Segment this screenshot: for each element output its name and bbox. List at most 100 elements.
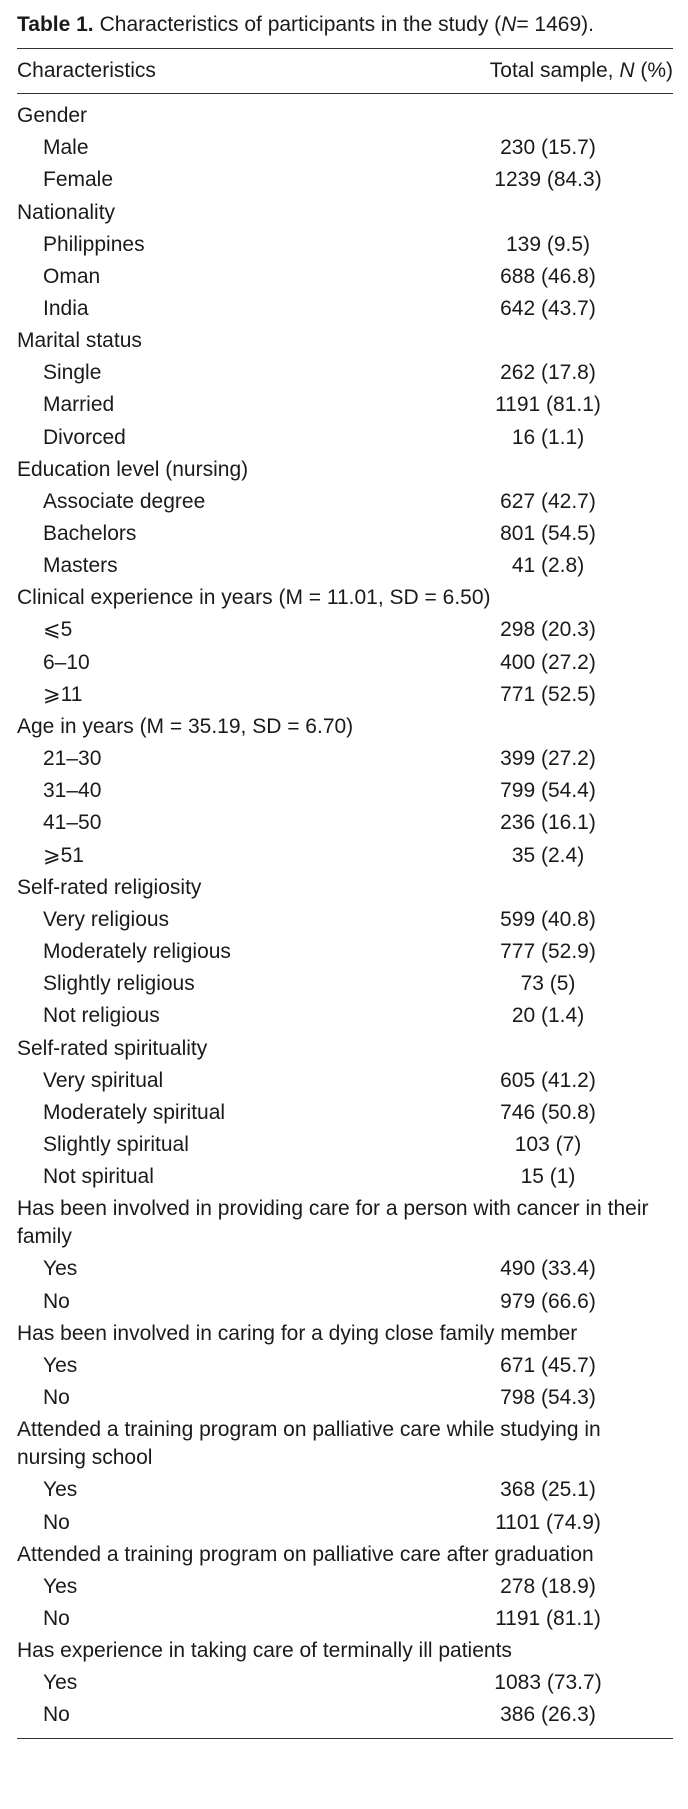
header-cell: Total sample, N (%) xyxy=(423,49,673,95)
item-label: Oman xyxy=(43,264,101,288)
item-label: India xyxy=(43,297,89,321)
item-label: No xyxy=(17,1699,423,1739)
item-label: Married xyxy=(43,393,115,417)
section-row: Attended a training program on palliativ… xyxy=(17,1539,673,1571)
item-row: No 386 (26.3) xyxy=(17,1699,673,1739)
item-label: Slightly spiritual xyxy=(43,1133,189,1157)
item-value: 298 (20.3) xyxy=(500,618,596,642)
title-n: N xyxy=(501,13,517,36)
item-value: 671 (45.7) xyxy=(500,1353,596,1377)
item-label: Slightly religious xyxy=(43,972,195,996)
item-value: 262 (17.8) xyxy=(500,361,596,385)
section-row: Has been involved in providing care for … xyxy=(17,1193,673,1253)
section-row: Gender xyxy=(17,94,673,133)
item-label: Male xyxy=(43,136,89,160)
section-heading: Marital status xyxy=(17,329,142,353)
item-value: 777 (52.9) xyxy=(500,940,596,964)
item-row: Philippines 139 (9.5) xyxy=(17,229,673,261)
item-label: Moderately spiritual xyxy=(43,1100,226,1124)
title-text: Characteristics of participants in the s… xyxy=(99,13,502,36)
item-row: Married 1191 (81.1) xyxy=(17,389,673,421)
item-label: Yes xyxy=(43,1478,78,1502)
section-heading: Self-rated spirituality xyxy=(17,1036,208,1060)
item-row: No 798 (54.3) xyxy=(17,1382,673,1414)
item-row: Yes 671 (45.7) xyxy=(17,1350,673,1382)
item-row: Oman 688 (46.8) xyxy=(17,261,673,293)
item-label: 21–30 xyxy=(43,747,102,771)
header-cell: Characteristics xyxy=(17,49,423,95)
section-row: Attended a training program on palliativ… xyxy=(17,1414,673,1474)
item-value: 799 (54.4) xyxy=(500,779,596,803)
item-row: Very religious 599 (40.8) xyxy=(17,904,673,936)
item-label: Very religious xyxy=(43,907,170,931)
item-value: 368 (25.1) xyxy=(500,1478,596,1502)
item-label: 41–50 xyxy=(43,811,102,835)
item-row: ⩽5 298 (20.3) xyxy=(17,614,673,646)
item-label: Single xyxy=(43,361,102,385)
item-value: 278 (18.9) xyxy=(500,1574,596,1598)
item-row: 41–50 236 (16.1) xyxy=(17,807,673,839)
item-row: Slightly religious 73 (5) xyxy=(17,968,673,1000)
item-value: 1083 (73.7) xyxy=(494,1671,602,1695)
item-row: India 642 (43.7) xyxy=(17,293,673,325)
item-row: Male 230 (15.7) xyxy=(17,132,673,164)
item-label: Yes xyxy=(43,1353,78,1377)
section-heading: Education level (nursing) xyxy=(17,457,249,481)
item-row: Slightly spiritual 103 (7) xyxy=(17,1129,673,1161)
item-value: 35 (2.4) xyxy=(511,843,585,867)
section-row: Self-rated religiosity xyxy=(17,872,673,904)
item-value: 642 (43.7) xyxy=(500,297,596,321)
item-row: 21–30 399 (27.2) xyxy=(17,743,673,775)
item-row: 6–10 400 (27.2) xyxy=(17,647,673,679)
title-label: Table 1. xyxy=(17,13,94,36)
item-value: 688 (46.8) xyxy=(500,264,596,288)
section-heading: Nationality xyxy=(17,200,116,224)
item-value: 1191 (81.1) xyxy=(495,1606,601,1630)
item-value: 599 (40.8) xyxy=(500,907,596,931)
item-row: No 979 (66.6) xyxy=(17,1286,673,1318)
item-row: Yes 368 (25.1) xyxy=(17,1474,673,1506)
item-row: Moderately spiritual 746 (50.8) xyxy=(17,1097,673,1129)
item-row: Yes 278 (18.9) xyxy=(17,1571,673,1603)
item-row: Female 1239 (84.3) xyxy=(17,164,673,196)
header-n: N xyxy=(619,59,635,82)
table-container: Table 1. Characteristics of participants … xyxy=(17,10,673,1739)
item-label: Bachelors xyxy=(43,522,137,546)
item-row: Bachelors 801 (54.5) xyxy=(17,518,673,550)
item-value: 399 (27.2) xyxy=(500,747,596,771)
item-value: 746 (50.8) xyxy=(500,1100,596,1124)
section-heading: Clinical experience in years (M = 11.01,… xyxy=(17,586,491,610)
item-label: No xyxy=(43,1386,70,1410)
item-row: Yes 490 (33.4) xyxy=(17,1253,673,1285)
item-label: 6–10 xyxy=(43,650,90,674)
section-row: Has experience in taking care of termina… xyxy=(17,1635,673,1667)
item-value: 103 (7) xyxy=(514,1133,582,1157)
item-row: Associate degree 627 (42.7) xyxy=(17,486,673,518)
item-row: Single 262 (17.8) xyxy=(17,357,673,389)
item-label: ⩾11 xyxy=(43,682,83,706)
section-row: Clinical experience in years (M = 11.01,… xyxy=(17,582,673,614)
item-value: 230 (15.7) xyxy=(500,136,596,160)
header-text: (%) xyxy=(634,59,673,82)
item-value: 20 (1.4) xyxy=(511,1004,585,1028)
table: Characteristics Total sample, N (%) Gend… xyxy=(17,49,673,1739)
item-value: 15 (1) xyxy=(520,1165,576,1189)
header-text: Total sample, xyxy=(489,59,620,82)
item-label: ⩾51 xyxy=(43,843,84,867)
item-row: ⩾11 771 (52.5) xyxy=(17,679,673,711)
section-heading: Gender xyxy=(17,104,88,128)
header-row: Characteristics Total sample, N (%) xyxy=(17,49,673,95)
item-row: Divorced 16 (1.1) xyxy=(17,422,673,454)
item-row: Masters 41 (2.8) xyxy=(17,550,673,582)
section-heading: Has been involved in providing care for … xyxy=(17,1197,649,1249)
item-value: 139 (9.5) xyxy=(505,232,591,256)
section-row: Nationality xyxy=(17,197,673,229)
item-value: 801 (54.5) xyxy=(500,522,596,546)
item-value: 771 (52.5) xyxy=(500,682,596,706)
item-label: Yes xyxy=(43,1671,78,1695)
item-label: Moderately religious xyxy=(43,940,231,964)
section-heading: Age in years (M = 35.19, SD = 6.70) xyxy=(17,715,354,739)
item-label: Yes xyxy=(43,1257,78,1281)
item-row: No 1101 (74.9) xyxy=(17,1507,673,1539)
